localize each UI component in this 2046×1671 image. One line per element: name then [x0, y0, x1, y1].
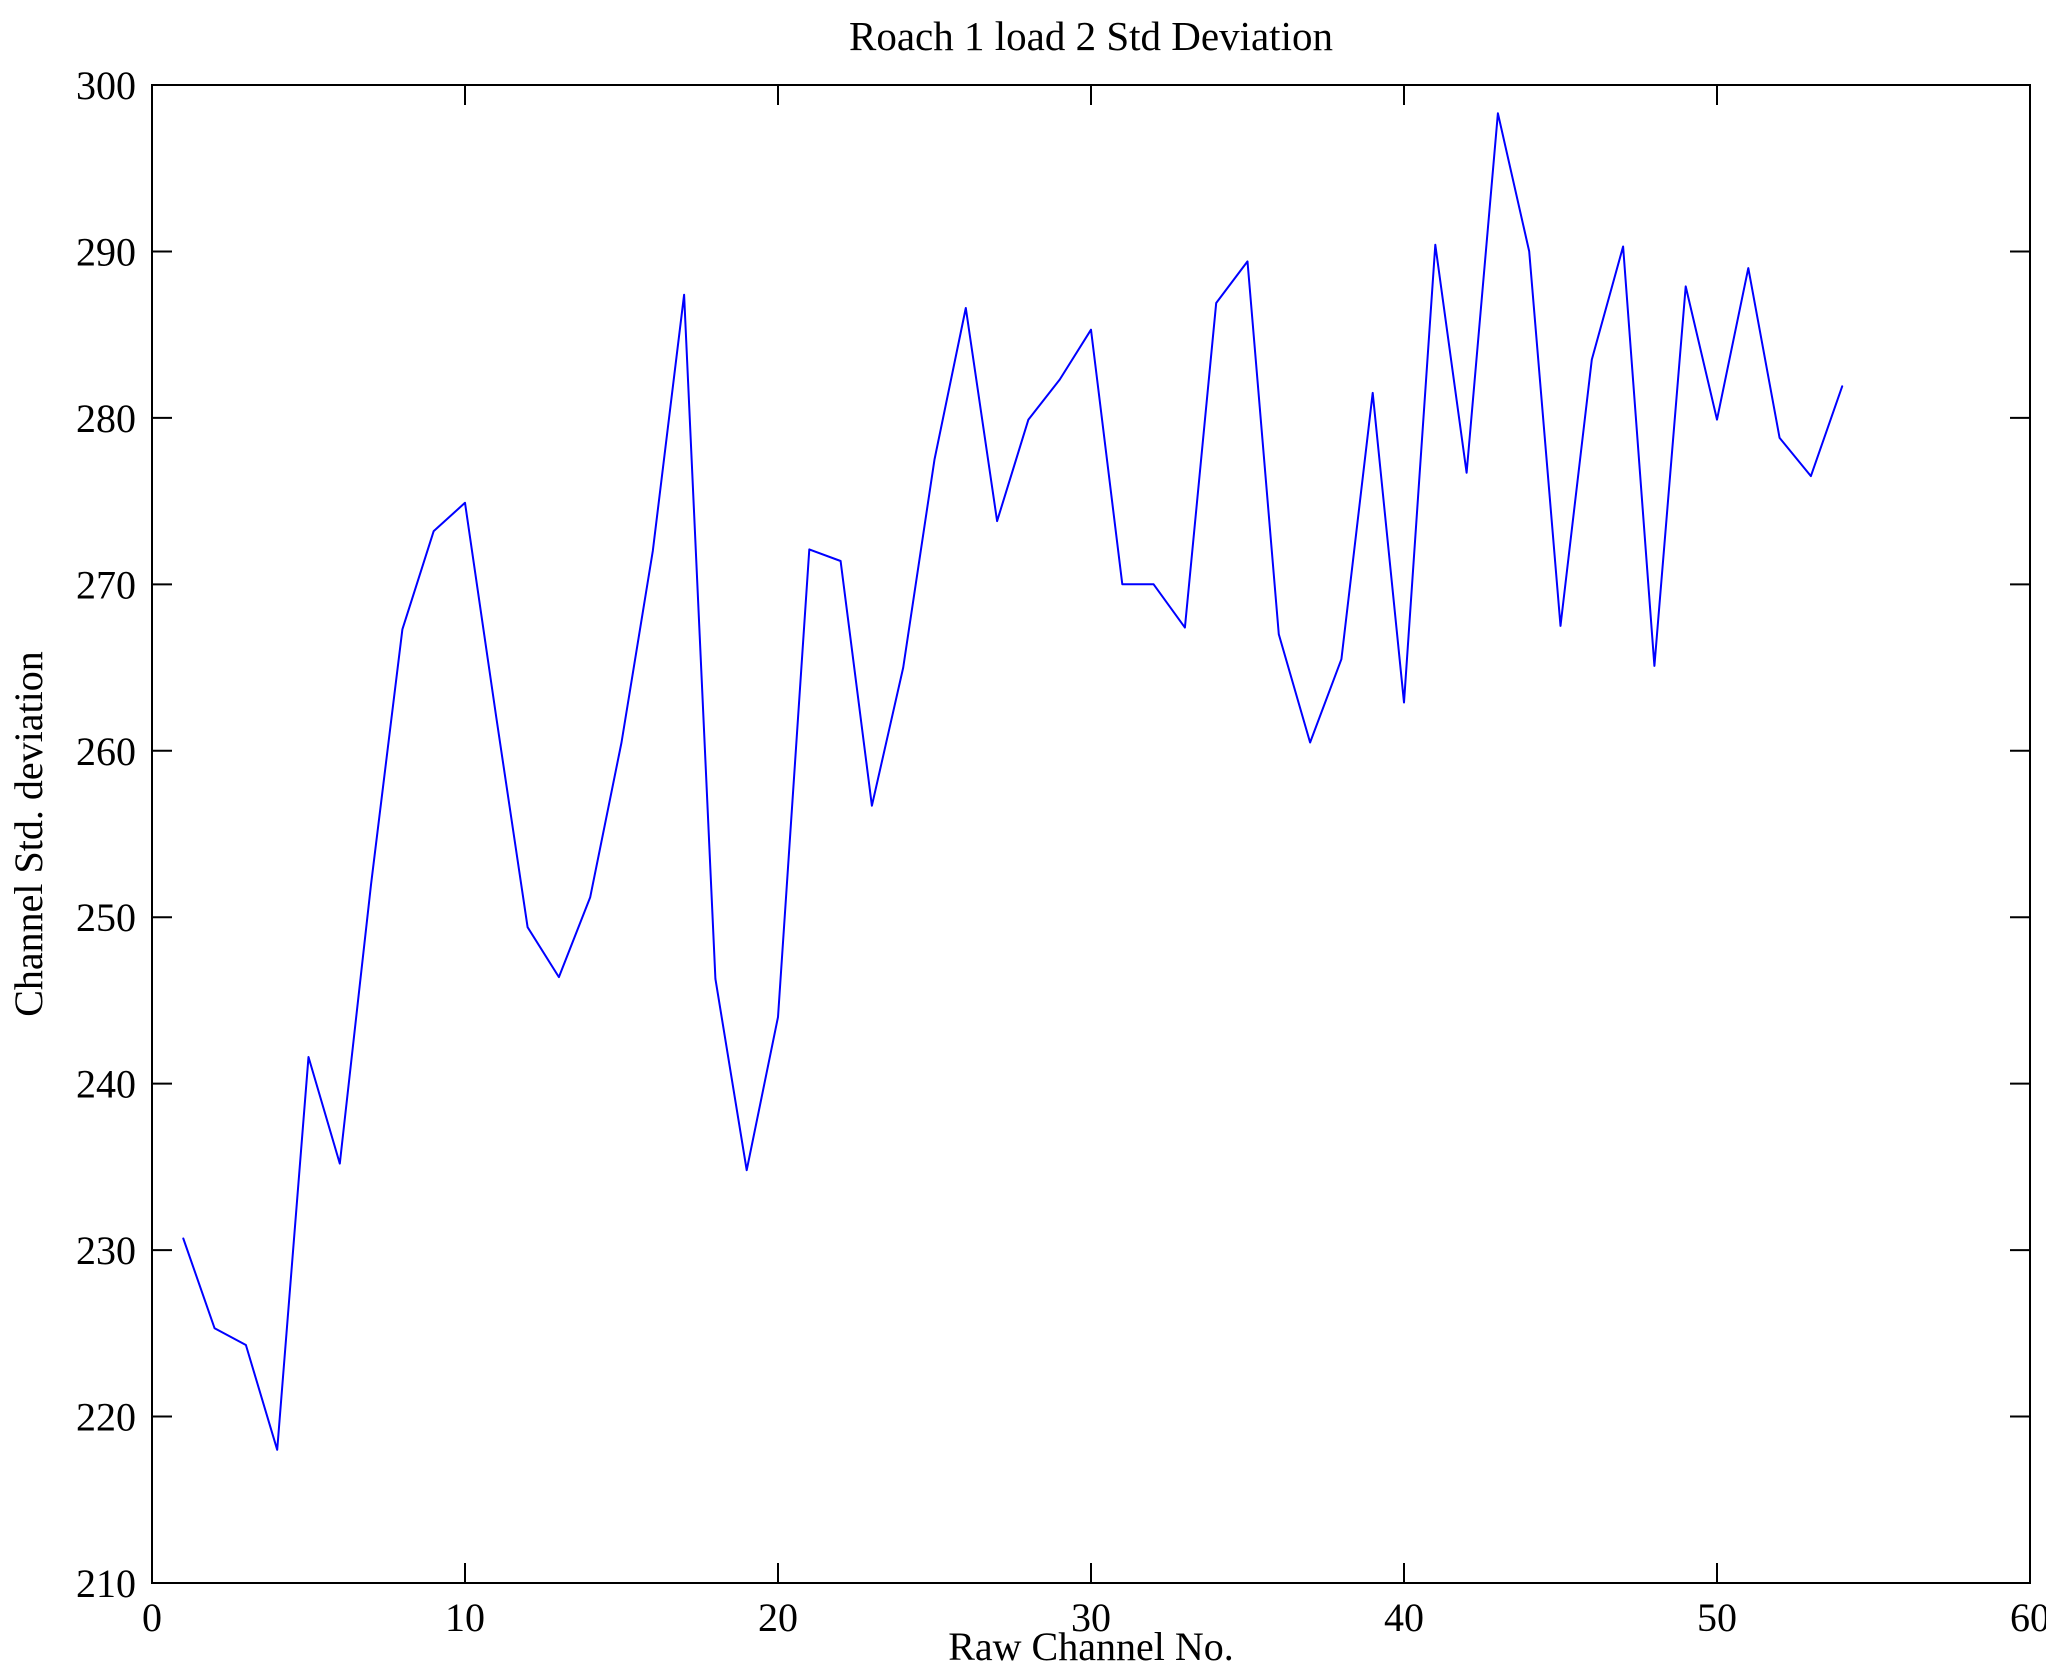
x-tick-label: 0	[142, 1595, 162, 1640]
x-tick-label: 60	[2010, 1595, 2046, 1640]
x-tick-label: 40	[1384, 1595, 1424, 1640]
y-tick-label: 240	[76, 1062, 136, 1107]
x-tick-label: 20	[758, 1595, 798, 1640]
x-axis-label: Raw Channel No.	[948, 1624, 1234, 1669]
x-tick-label: 50	[1697, 1595, 1737, 1640]
y-tick-label: 290	[76, 229, 136, 274]
y-axis-label: Channel Std. deviation	[6, 651, 51, 1017]
y-tick-label: 300	[76, 63, 136, 108]
x-tick-label: 10	[445, 1595, 485, 1640]
y-tick-label: 280	[76, 396, 136, 441]
x-tick-label: 30	[1071, 1595, 1111, 1640]
chart-title: Roach 1 load 2 Std Deviation	[849, 13, 1333, 59]
data-line	[182, 112, 1844, 1451]
y-tick-label: 210	[76, 1561, 136, 1606]
plot-area: 0 10 20 30 40 50 60 210 220 230 240 250 260 270 280 290…	[76, 63, 2046, 1640]
y-tick-label: 230	[76, 1228, 136, 1273]
y-tick-label: 250	[76, 895, 136, 940]
plot-frame	[151, 84, 2031, 1584]
y-tick-label: 220	[76, 1395, 136, 1440]
y-tick-label: 260	[76, 729, 136, 774]
y-tick-label: 270	[76, 562, 136, 607]
